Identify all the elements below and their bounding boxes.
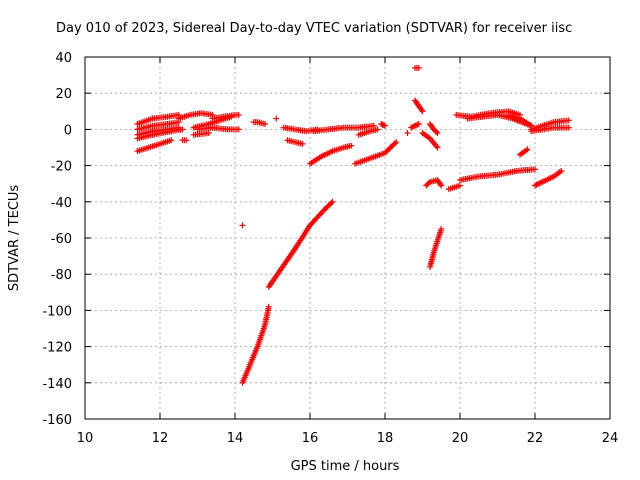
data-point xyxy=(386,145,393,152)
data-point xyxy=(425,180,432,187)
data-point xyxy=(273,115,280,122)
data-point xyxy=(235,126,242,133)
data-point xyxy=(524,146,531,153)
y-tick-label: -120 xyxy=(42,341,72,356)
data-point xyxy=(239,222,246,229)
y-tick-label: 20 xyxy=(55,87,72,102)
data-point xyxy=(393,139,400,146)
data-point xyxy=(558,168,565,175)
data-point xyxy=(433,128,440,135)
data-point xyxy=(179,126,186,133)
y-tick-label: 40 xyxy=(55,51,72,66)
data-point xyxy=(265,303,272,310)
data-point xyxy=(457,182,463,189)
data-point xyxy=(434,144,441,151)
data-point xyxy=(328,200,335,207)
data-point xyxy=(389,143,396,150)
x-tick-label: 16 xyxy=(302,431,319,446)
y-tick-label: -140 xyxy=(42,377,72,392)
data-point xyxy=(235,111,242,118)
data-point xyxy=(183,137,190,144)
x-axis-label: GPS time / hours xyxy=(291,459,400,474)
data-point xyxy=(404,130,411,137)
data-point xyxy=(565,124,572,131)
data-point xyxy=(391,140,398,147)
y-tick-label: -40 xyxy=(51,196,72,211)
data-point xyxy=(387,144,394,151)
data-point xyxy=(348,142,355,149)
x-tick-label: 12 xyxy=(152,431,169,446)
y-tick-label: -80 xyxy=(51,268,72,283)
data-point xyxy=(415,120,422,127)
x-tick-label: 14 xyxy=(227,431,244,446)
data-point xyxy=(382,122,388,129)
data-points xyxy=(134,64,572,386)
data-point xyxy=(438,225,445,232)
data-point xyxy=(374,126,381,133)
data-point xyxy=(329,198,336,205)
plot-frame xyxy=(84,56,611,420)
data-point xyxy=(434,130,441,137)
data-point xyxy=(380,122,387,129)
data-point xyxy=(299,140,306,147)
data-point xyxy=(419,108,426,115)
data-point xyxy=(384,147,391,154)
x-tick-label: 22 xyxy=(527,431,544,446)
y-tick-label: -20 xyxy=(51,160,72,175)
y-tick-label: -60 xyxy=(51,232,72,247)
data-point xyxy=(565,117,572,124)
grid xyxy=(85,57,610,419)
data-point xyxy=(205,130,212,137)
data-point xyxy=(390,141,397,148)
data-point xyxy=(415,64,422,71)
data-point xyxy=(437,181,444,188)
y-tick-label: -100 xyxy=(42,304,72,319)
chart-title: Day 010 of 2023, Sidereal Day-to-day VTE… xyxy=(56,21,572,36)
data-point xyxy=(168,137,175,144)
data-point xyxy=(262,120,268,127)
x-tick-label: 10 xyxy=(77,431,94,446)
x-tick-label: 18 xyxy=(377,431,394,446)
y-tick-label: 0 xyxy=(64,123,72,138)
data-point xyxy=(418,106,425,113)
data-point xyxy=(532,166,538,173)
x-tick-label: 24 xyxy=(602,431,619,446)
x-tick-label: 20 xyxy=(452,431,469,446)
data-point xyxy=(438,182,445,189)
y-axis-label: SDTVAR / TECUs xyxy=(7,185,22,292)
axis-ticks: 10 12 14 16 18 20 22 24 40 20 0 -20 -40 -60 -80 -100 -12… xyxy=(42,51,618,446)
y-tick-label: -160 xyxy=(42,413,72,428)
